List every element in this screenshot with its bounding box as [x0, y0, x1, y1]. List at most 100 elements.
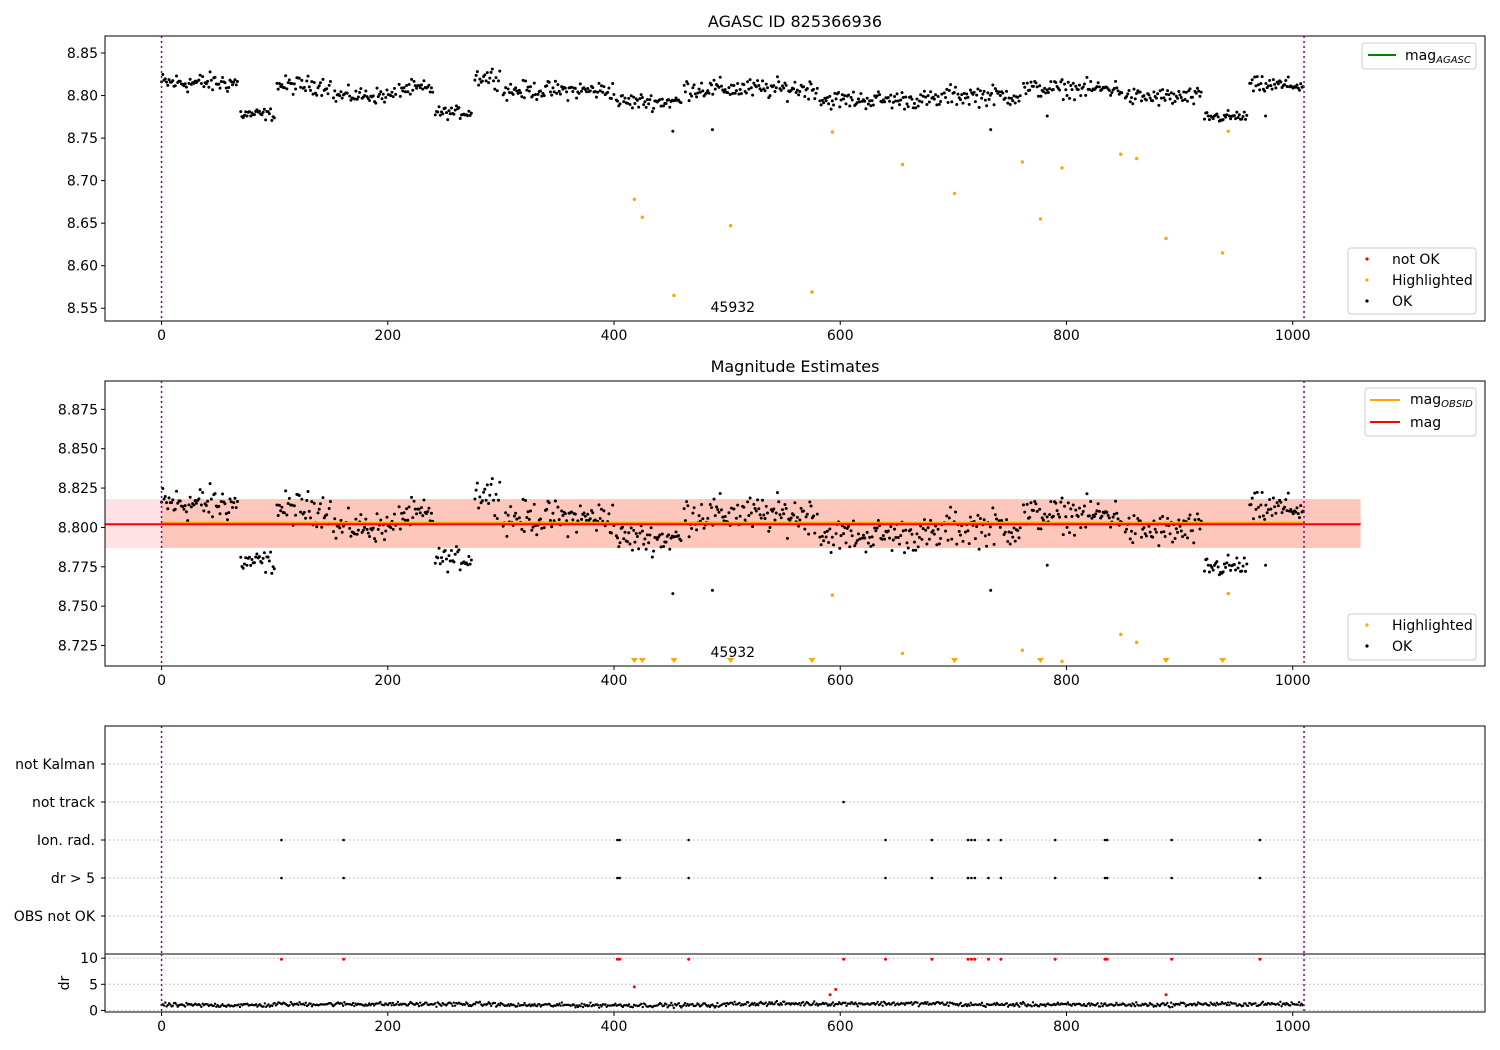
dr-point — [452, 1001, 456, 1004]
ok-point — [1279, 80, 1283, 84]
ok-point — [674, 530, 678, 534]
highlighted-point — [1060, 659, 1064, 663]
ok-point — [363, 94, 367, 98]
dr-point — [876, 1000, 879, 1004]
ok-point — [165, 80, 169, 84]
ok-point — [837, 91, 841, 95]
highlighted-point — [830, 130, 835, 134]
p4-xtick-label: 800 — [1053, 1019, 1080, 1035]
ok-point — [660, 532, 664, 536]
ok-point — [612, 93, 616, 97]
ok-point — [437, 546, 441, 550]
ok-point — [262, 551, 266, 555]
ok-point — [1151, 535, 1155, 539]
ok-point — [355, 97, 359, 101]
ok-point — [1017, 99, 1021, 103]
p1-ytick-label: 8.55 — [67, 301, 98, 317]
ok-point — [648, 533, 652, 537]
ok-point — [1045, 114, 1049, 118]
ok-point — [1142, 526, 1146, 530]
ok-point — [233, 78, 237, 82]
ok-point — [1259, 503, 1263, 507]
ok-point — [602, 85, 606, 89]
dr-point — [1006, 1005, 1010, 1008]
ok-point — [1188, 513, 1192, 517]
flag-point — [1053, 876, 1057, 880]
dr-point — [1215, 1001, 1219, 1004]
ok-point — [1164, 92, 1168, 96]
dr-point — [1246, 1004, 1250, 1008]
ok-point — [773, 90, 777, 94]
ok-point — [622, 100, 626, 104]
dr-point — [174, 1001, 177, 1005]
ok-point — [506, 87, 510, 91]
ok-point — [1132, 514, 1136, 518]
highlighted-point — [900, 651, 905, 656]
below-range-marker — [638, 658, 646, 663]
ok-point — [1224, 115, 1228, 119]
ok-point — [255, 552, 259, 556]
dr-point — [825, 1002, 828, 1005]
p2-ytick-label: 8.725 — [58, 639, 98, 655]
ok-point — [557, 518, 561, 522]
ok-point — [1163, 98, 1167, 102]
dr-point — [395, 1002, 398, 1006]
ok-point — [1187, 517, 1191, 521]
ok-point — [798, 90, 802, 94]
dr-point — [588, 1004, 591, 1007]
ok-point — [1064, 515, 1068, 519]
ok-point — [679, 539, 683, 543]
ok-point — [525, 88, 529, 92]
ok-point — [509, 82, 513, 86]
ok-point — [701, 89, 705, 93]
ok-point — [736, 503, 740, 507]
ok-point — [697, 514, 701, 518]
ok-point — [832, 103, 836, 107]
ok-point — [477, 506, 481, 510]
ok-point — [1275, 501, 1279, 505]
ok-point — [849, 529, 853, 533]
ok-point — [642, 542, 646, 546]
dr-point — [1055, 1003, 1058, 1006]
ok-point — [762, 513, 766, 517]
ok-point — [302, 85, 306, 89]
dr-point — [836, 1003, 840, 1006]
panel-mag-title: Magnitude Estimates — [711, 357, 880, 376]
ok-point — [526, 510, 530, 514]
ok-point — [1127, 516, 1131, 520]
dr-point — [560, 1001, 564, 1004]
dr-red-point — [966, 957, 970, 961]
ok-point — [1254, 84, 1258, 88]
ok-point — [1227, 114, 1231, 118]
ok-point — [784, 83, 788, 87]
dr-point — [831, 1001, 835, 1004]
ok-point — [1116, 89, 1120, 93]
ok-point — [1274, 86, 1278, 90]
ok-point — [519, 91, 523, 95]
ok-point — [446, 570, 450, 574]
ok-point — [1025, 81, 1029, 85]
dr-point — [1101, 1004, 1104, 1008]
ok-point — [585, 90, 589, 94]
dr-point — [964, 1002, 968, 1006]
dr-point — [707, 1004, 710, 1007]
ok-point — [548, 519, 552, 523]
ok-point — [1095, 509, 1099, 513]
dr-point — [298, 1000, 301, 1004]
highlighted-point — [1119, 152, 1123, 156]
ok-point — [591, 86, 595, 90]
ok-point — [687, 535, 691, 539]
ok-point — [868, 535, 872, 539]
ok-point — [571, 518, 575, 522]
ok-point — [161, 72, 165, 76]
ok-point — [211, 515, 215, 519]
ok-point — [219, 80, 223, 84]
ok-point — [422, 79, 426, 83]
ok-point — [961, 101, 965, 105]
ok-point — [389, 526, 393, 530]
ok-point — [1260, 75, 1264, 79]
ok-point — [937, 542, 941, 546]
ok-point — [224, 86, 228, 90]
ok-point — [1132, 87, 1136, 91]
